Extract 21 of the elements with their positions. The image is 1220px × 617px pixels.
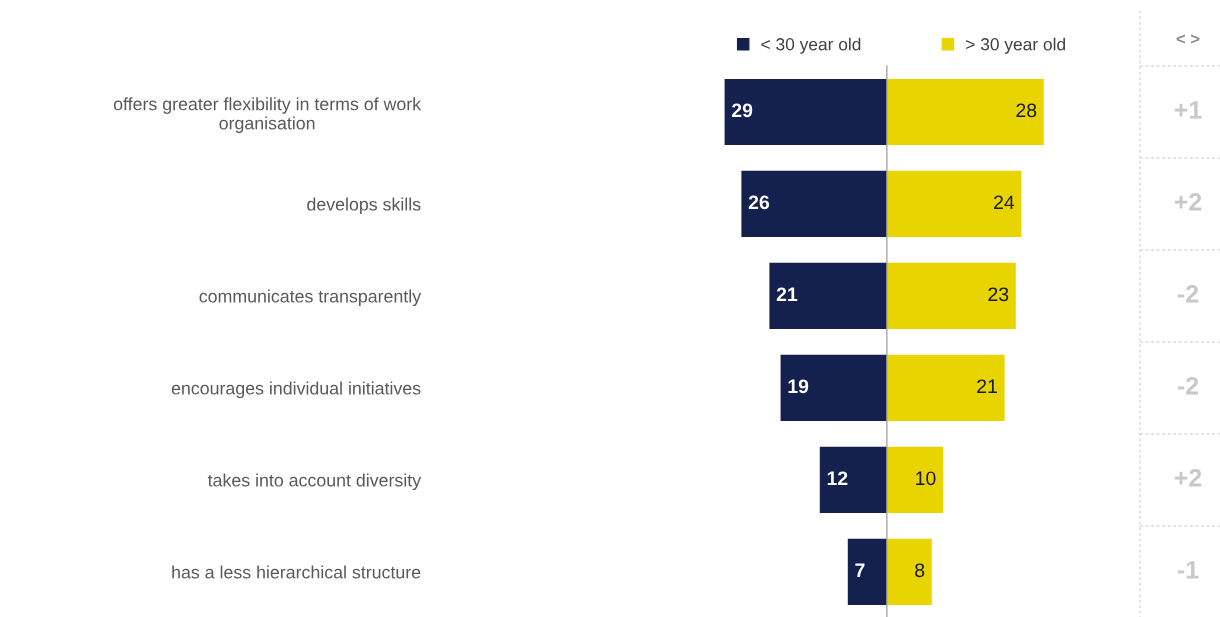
data-label: 7 bbox=[855, 563, 865, 577]
legend-label: < 30 year old bbox=[761, 37, 861, 54]
text: < > bbox=[1176, 34, 1200, 44]
y-tick-label: has a less hierarchical structure bbox=[172, 565, 421, 579]
data-label: 19 bbox=[788, 379, 809, 394]
data-label: 28 bbox=[1016, 103, 1037, 118]
data-label: 26 bbox=[748, 195, 770, 210]
y-tick-label: encourages individual initiatives bbox=[171, 381, 421, 399]
data-label: 21 bbox=[776, 287, 798, 301]
data-label: 8 bbox=[915, 563, 925, 578]
y-tick-label: offers greater flexibility in terms of work organisation bbox=[113, 97, 422, 133]
legend-label: > 30 year old bbox=[966, 37, 1065, 54]
data-label: 12 bbox=[827, 471, 848, 485]
data-label: 29 bbox=[731, 103, 753, 118]
y-tick-label: communicates transparently bbox=[199, 289, 422, 307]
data-label: 10 bbox=[916, 471, 936, 486]
data-label: 21 bbox=[977, 379, 997, 393]
y-tick-label: develops skills bbox=[307, 197, 421, 215]
data-label: 24 bbox=[994, 195, 1015, 210]
data-label: 23 bbox=[988, 287, 1009, 302]
y-tick-label: takes into account diversity bbox=[207, 473, 422, 491]
